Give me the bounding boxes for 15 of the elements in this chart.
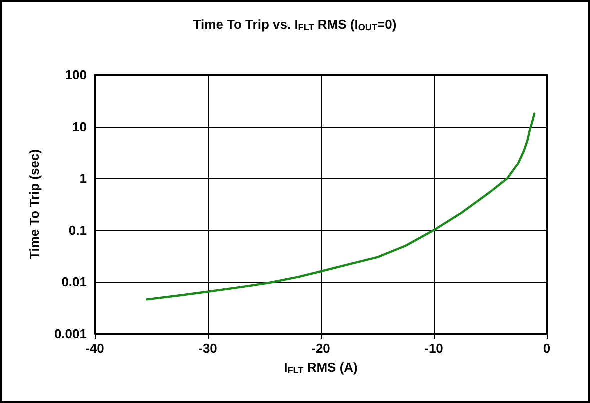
x-tick-label: 0 xyxy=(543,341,551,356)
y-axis-title: Time To Trip (sec) xyxy=(27,149,42,260)
y-tick-label: 10 xyxy=(72,119,87,134)
x-tick-label: -20 xyxy=(312,341,330,356)
y-tick-label: 1 xyxy=(80,171,87,186)
x-tick-label: -40 xyxy=(86,341,104,356)
y-tick-label: 0.1 xyxy=(68,222,87,238)
y-tick-label: 100 xyxy=(65,68,87,82)
x-axis-title: IFLT RMS (A) xyxy=(284,360,358,376)
y-tick-label: 0.01 xyxy=(62,274,87,290)
x-tick-label: -30 xyxy=(198,341,218,356)
chart-title: Time To Trip vs. IFLT RMS (IOUT=0) xyxy=(193,16,397,32)
line-series xyxy=(146,112,536,301)
x-tick-label: -10 xyxy=(424,341,444,356)
y-tick-label: 0.001 xyxy=(54,326,87,342)
